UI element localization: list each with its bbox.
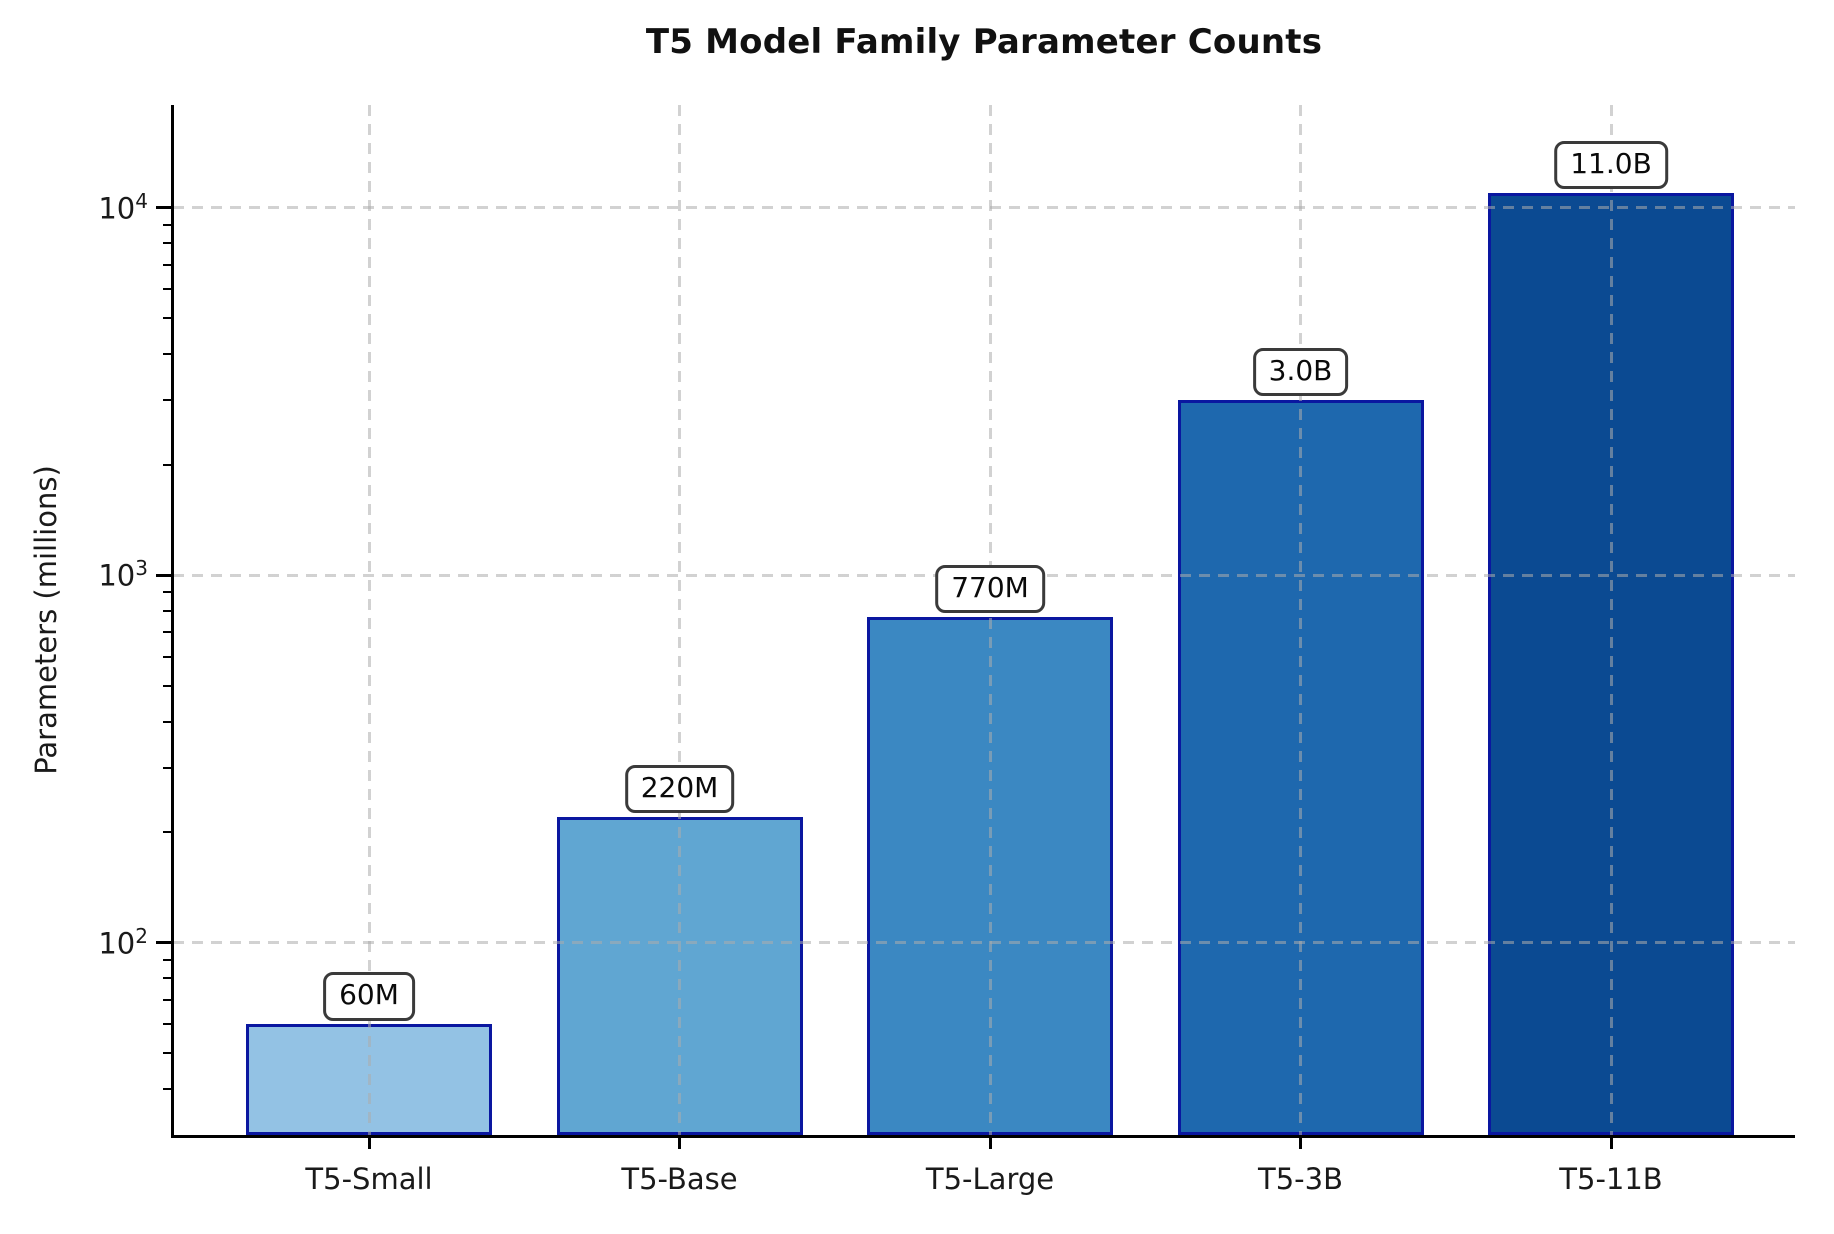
- y-axis-spine: [171, 105, 174, 1138]
- y-minor-tick: [163, 655, 174, 658]
- y-minor-tick: [163, 288, 174, 291]
- x-tick: [678, 1135, 681, 1149]
- x-axis-spine: [171, 1135, 1795, 1138]
- y-minor-tick: [163, 766, 174, 769]
- x-tick: [367, 1135, 371, 1149]
- x-tick: [1609, 1135, 1613, 1149]
- x-tick: [1299, 1135, 1302, 1149]
- x-tick-label-T5-Small: T5-Small: [305, 1162, 433, 1196]
- x-tick-label-T5-3B: T5-3B: [1258, 1162, 1343, 1196]
- y-minor-tick: [163, 977, 174, 980]
- y-minor-tick: [163, 223, 174, 226]
- bar-value-label: 770M: [935, 565, 1045, 614]
- y-minor-tick: [163, 609, 174, 612]
- x-tick: [988, 1135, 992, 1149]
- y-axis-label: Parameters (millions): [29, 465, 63, 775]
- y-minor-tick: [163, 353, 174, 356]
- x-tick-label-T5-Large: T5-Large: [925, 1162, 1055, 1196]
- y-minor-tick: [163, 1023, 174, 1026]
- y-minor-tick: [163, 720, 174, 723]
- bar-value-label: 11.0B: [1554, 140, 1668, 190]
- y-tick-label: 104: [98, 188, 148, 226]
- y-minor-tick: [163, 831, 174, 834]
- bar-value-label: 60M: [323, 972, 415, 1021]
- y-minor-tick: [163, 1088, 174, 1091]
- y-tick-label: 102: [98, 923, 148, 961]
- y-minor-tick: [163, 263, 174, 266]
- vertical-gridline: [367, 105, 371, 1135]
- y-minor-tick: [163, 1052, 174, 1055]
- horizontal-gridline: [173, 206, 1795, 210]
- vertical-gridline: [1609, 105, 1613, 1135]
- horizontal-gridline: [173, 941, 1795, 945]
- y-major-tick: [156, 573, 174, 577]
- y-minor-tick: [163, 684, 174, 687]
- y-minor-tick: [163, 958, 174, 961]
- vertical-gridline: [988, 105, 992, 1135]
- y-minor-tick: [163, 242, 174, 245]
- y-minor-tick: [163, 591, 174, 594]
- chart-title: T5 Model Family Parameter Counts: [645, 22, 1323, 62]
- y-tick-label: 103: [98, 556, 148, 593]
- vertical-gridline: [678, 105, 681, 1135]
- y-minor-tick: [163, 399, 174, 401]
- bar-value-label: 220M: [624, 765, 735, 814]
- y-major-tick: [156, 206, 174, 210]
- y-minor-tick: [163, 317, 174, 320]
- y-major-tick: [156, 941, 174, 945]
- bar-value-label: 3.0B: [1252, 348, 1349, 397]
- vertical-gridline: [1299, 105, 1302, 1135]
- y-minor-tick: [163, 998, 174, 1001]
- x-tick-label-T5-11B: T5-11B: [1559, 1162, 1663, 1196]
- y-minor-tick: [163, 631, 174, 634]
- x-tick-label-T5-Base: T5-Base: [621, 1162, 738, 1196]
- y-minor-tick: [163, 463, 174, 466]
